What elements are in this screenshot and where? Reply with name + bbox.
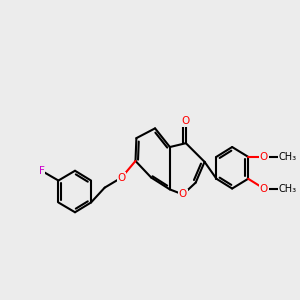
- Text: O: O: [260, 152, 268, 162]
- Text: O: O: [182, 116, 190, 126]
- Text: O: O: [179, 190, 187, 200]
- Text: F: F: [39, 166, 44, 176]
- Text: CH₃: CH₃: [279, 152, 297, 162]
- Text: O: O: [260, 184, 268, 194]
- Text: O: O: [117, 172, 126, 183]
- Text: CH₃: CH₃: [279, 184, 297, 194]
